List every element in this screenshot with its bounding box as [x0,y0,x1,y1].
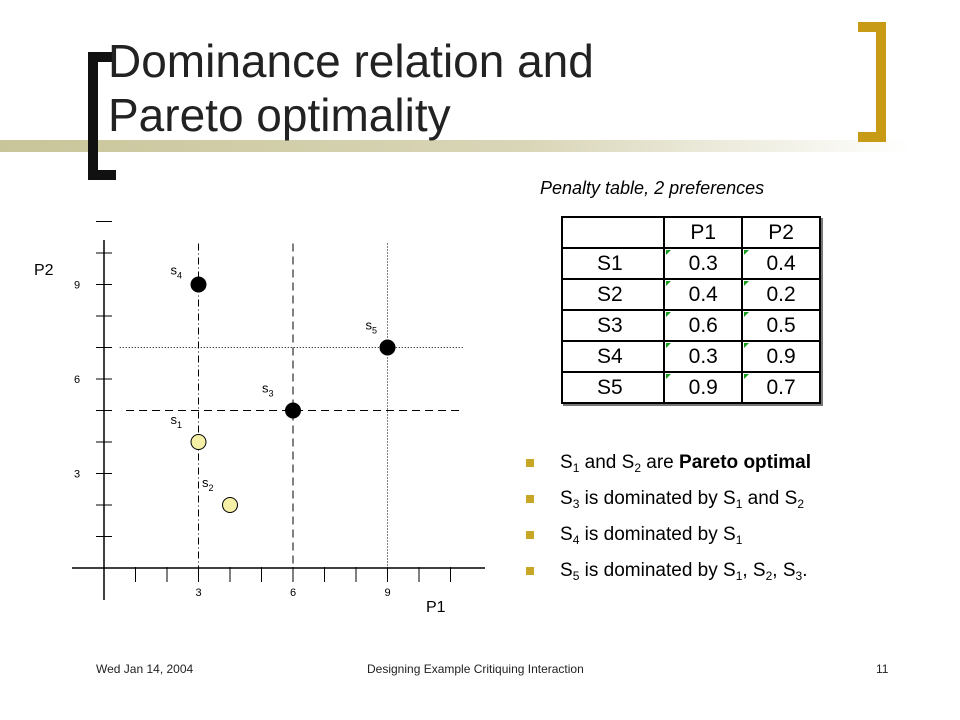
left-bracket-top [88,52,116,62]
table-caption: Penalty table, 2 preferences [540,178,765,198]
right-bracket-bottom [858,132,886,142]
bullet-item: S1 and S2 are Pareto optimal [526,448,811,484]
point-label-s4: s4 [171,263,183,281]
cell-p2: 0.5 [741,309,821,342]
footer-title: Designing Example Critiquing Interaction [367,662,584,676]
bullet-item: S3 is dominated by S1 and S2 [526,484,811,520]
cell-p2: 0.4 [741,247,821,280]
x-axis-label: P1 [426,599,446,616]
table-row: S5 0.9 0.7 [560,371,821,404]
row-label: S1 [560,247,666,280]
point-label-s3: s3 [262,381,274,399]
point-label-s5: s5 [366,318,378,336]
right-bracket-top [858,22,886,32]
cell-p2: 0.9 [741,340,821,373]
data-point-s2 [222,497,238,513]
point-label-s2: s2 [202,475,214,493]
title-underline-bar [0,140,960,152]
page-title: Dominance relation and Pareto optimality [108,34,594,142]
x-tick-label: 6 [290,587,296,599]
square-bullet-icon [526,495,534,503]
row-label: S4 [560,340,666,373]
footer-date: Wed Jan 14, 2004 [96,662,194,676]
table-row: S1 0.3 0.4 [560,247,821,280]
y-axis-label: P2 [34,262,54,279]
left-bracket-bottom [88,170,116,180]
table-row: S3 0.6 0.5 [560,309,821,342]
row-label: S2 [560,278,666,311]
cell-p1: 0.6 [663,309,744,342]
left-bracket-decoration [88,52,98,180]
cell-p1: 0.9 [663,371,744,404]
square-bullet-icon [526,531,534,539]
bullet-list: S1 and S2 are Pareto optimal S3 is domin… [526,448,811,592]
y-tick-label: 6 [74,374,80,386]
table-header-row: P1 P2 [560,216,821,249]
title-line-2: Pareto optimality [108,89,451,141]
data-point-s5 [379,339,396,356]
header-p2: P2 [741,216,821,249]
pareto-optimal-emphasis: Pareto optimal [679,452,812,473]
table-row: S4 0.3 0.9 [560,340,821,373]
bullet-item: S5 is dominated by S1, S2, S3. [526,556,811,592]
x-tick-label: 3 [195,587,201,599]
title-line-1: Dominance relation and [108,35,594,87]
row-label: S3 [560,309,666,342]
cell-p1: 0.4 [663,278,744,311]
cell-p1: 0.3 [663,247,744,280]
data-point-s1 [190,434,207,450]
penalty-table: P1 P2 S1 0.3 0.4 S2 0.4 0.2 S3 0.6 0.5 S… [560,216,821,404]
footer-page-number: 11 [876,662,889,676]
right-bracket-decoration [876,22,886,142]
row-label: S5 [560,371,666,404]
cell-p1: 0.3 [663,340,744,373]
data-point-s3 [285,402,301,419]
square-bullet-icon [526,567,534,575]
header-corner [560,216,666,249]
bullet-item: S4 is dominated by S1 [526,520,811,556]
y-tick-label: 3 [74,469,80,481]
y-tick-label: 9 [74,280,80,292]
cell-p2: 0.7 [741,371,821,404]
square-bullet-icon [526,459,534,467]
data-point-s4 [190,276,207,293]
point-label-s1: s1 [171,412,183,430]
x-tick-label: 9 [384,587,390,599]
cell-p2: 0.2 [741,278,821,311]
table-row: S2 0.4 0.2 [560,278,821,311]
header-p1: P1 [663,216,744,249]
